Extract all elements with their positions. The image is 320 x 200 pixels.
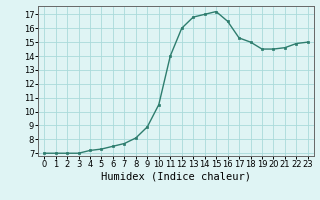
X-axis label: Humidex (Indice chaleur): Humidex (Indice chaleur): [101, 172, 251, 182]
